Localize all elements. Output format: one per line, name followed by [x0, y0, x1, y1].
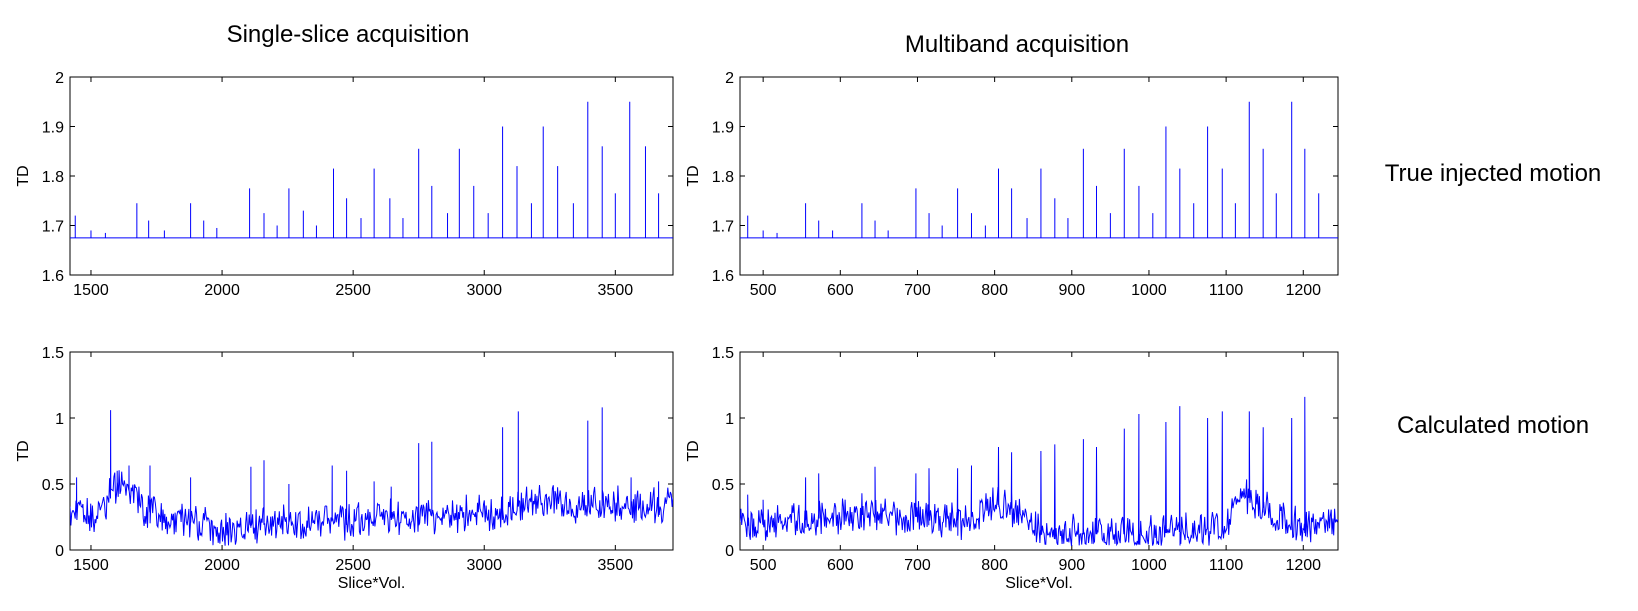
y-tick-label: 2 — [725, 70, 734, 87]
y-tick-label: 1 — [725, 411, 734, 428]
y-tick-label: 0 — [725, 543, 734, 560]
x-tick-label: 1000 — [1131, 557, 1167, 574]
x-tick-label: 3500 — [598, 282, 634, 299]
x-axis-label: Slice*Vol. — [1005, 575, 1073, 592]
y-tick-label: 1.6 — [712, 268, 734, 285]
y-axis-label: TD — [15, 165, 32, 186]
y-tick-label: 1.7 — [712, 219, 734, 236]
y-tick-label: 1.9 — [42, 120, 64, 137]
x-tick-label: 2500 — [335, 282, 371, 299]
y-tick-label: 1.8 — [712, 169, 734, 186]
x-tick-label: 1500 — [73, 282, 109, 299]
series-group — [70, 101, 673, 239]
x-tick-label: 1100 — [1209, 282, 1244, 299]
x-tick-label: 800 — [981, 282, 1008, 299]
y-axis-label: TD — [685, 440, 702, 461]
x-tick-label: 1500 — [73, 557, 109, 574]
series-line — [70, 407, 673, 546]
x-tick-label: 1200 — [1285, 557, 1321, 574]
x-tick-label: 700 — [904, 282, 931, 299]
series-group — [740, 396, 1338, 547]
y-tick-label: 0.5 — [42, 477, 64, 494]
x-tick-label: 600 — [827, 282, 854, 299]
x-tick-label: 500 — [750, 282, 777, 299]
row-label-true: True injected motion — [1385, 160, 1602, 187]
panel-multiband-calculated: 0 0.5 1 1.5 500 600 700 800 900 1000 1100 1200 TD Sli… — [685, 345, 1339, 592]
panel-multiband-true: 1.6 1.7 1.8 1.9 2 500 600 700 800 900 1000 1100 1200… — [685, 70, 1339, 299]
y-tick-label: 1 — [55, 411, 64, 428]
y-axis-label: TD — [15, 440, 32, 461]
y-tick-label: 1.6 — [42, 268, 64, 285]
x-tick-label: 900 — [1058, 282, 1085, 299]
x-tick-label: 600 — [827, 557, 854, 574]
series-group — [70, 407, 673, 546]
x-axis-label: Slice*Vol. — [338, 575, 406, 592]
col-title-multiband: Multiband acquisition — [905, 31, 1129, 58]
x-tick-label: 2000 — [204, 557, 240, 574]
plot-frame — [69, 76, 674, 276]
x-tick-label: 3000 — [466, 282, 502, 299]
y-axis-label: TD — [685, 165, 702, 186]
x-tick-label: 1200 — [1285, 282, 1321, 299]
y-tick-label: 0 — [55, 543, 64, 560]
x-tick-label: 800 — [981, 557, 1008, 574]
y-tick-label: 1.9 — [712, 120, 734, 137]
y-tick-label: 2 — [55, 70, 64, 87]
x-tick-label: 1000 — [1131, 282, 1167, 299]
plot-frame — [69, 351, 674, 551]
x-tick-label: 3000 — [466, 557, 502, 574]
y-tick-label: 0.5 — [712, 477, 734, 494]
x-tick-label: 2500 — [335, 557, 371, 574]
plot-frame — [739, 76, 1339, 276]
y-tick-label: 1.5 — [42, 345, 64, 362]
y-tick-label: 1.7 — [42, 219, 64, 236]
y-tick-label: 1.5 — [712, 345, 734, 362]
x-tick-label: 900 — [1058, 557, 1085, 574]
x-tick-label: 1100 — [1209, 557, 1244, 574]
col-title-single: Single-slice acquisition — [227, 21, 470, 48]
y-tick-label: 1.8 — [42, 169, 64, 186]
series-line — [740, 396, 1338, 547]
series-group — [740, 101, 1338, 239]
x-tick-label: 500 — [750, 557, 777, 574]
panel-single-calculated: 0 0.5 1 1.5 1500 2000 2500 3000 3500 TD Slice*Vol. — [15, 345, 674, 592]
panel-single-true: 1.6 1.7 1.8 1.9 2 1500 2000 2500 3000 3500 TD — [15, 70, 674, 299]
x-tick-label: 2000 — [204, 282, 240, 299]
row-label-calculated: Calculated motion — [1397, 412, 1589, 439]
x-tick-label: 3500 — [598, 557, 634, 574]
x-tick-label: 700 — [904, 557, 931, 574]
